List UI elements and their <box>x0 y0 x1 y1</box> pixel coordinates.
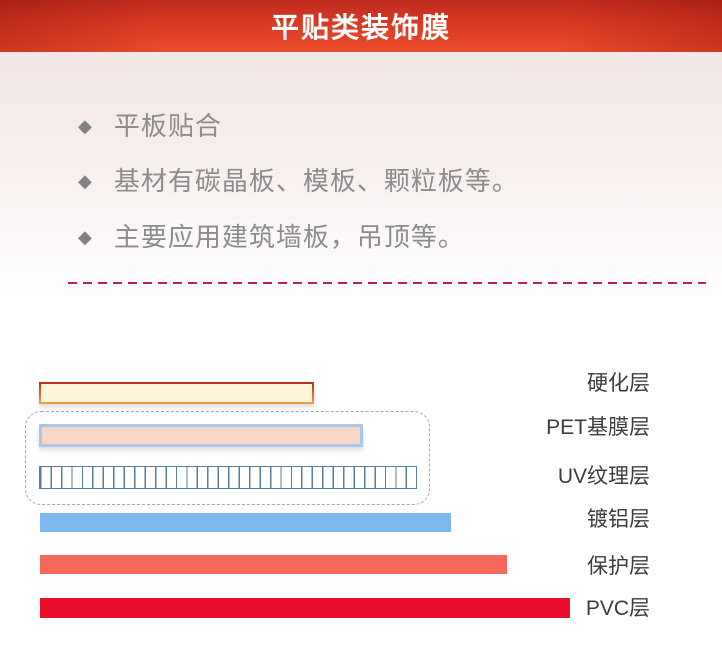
layer-label-pet-base-film: PET基膜层 <box>546 416 650 439</box>
layer-label-aluminum-plating: 镀铝层 <box>587 508 650 531</box>
diamond-bullet-icon: ◆ <box>78 116 92 136</box>
bullet-text: 主要应用建筑墙板，吊顶等。 <box>113 222 465 252</box>
layer-bar-pvc <box>40 598 570 618</box>
bullet-text: 平板贴合 <box>113 111 222 141</box>
diamond-bullet-icon: ◆ <box>78 171 92 191</box>
layer-group-outline <box>25 411 430 505</box>
layer-bar-hardening <box>39 382 314 404</box>
layer-bar-uv-texture <box>39 466 417 489</box>
bullet-item: ◆ 基材有碳晶板、模板、颗粒板等。 <box>78 165 519 197</box>
page-title: 平贴类装饰膜 <box>270 12 451 43</box>
bullet-text: 基材有碳晶板、模板、颗粒板等。 <box>113 166 519 196</box>
layer-bar-pet-base-film <box>39 424 363 447</box>
header-banner: 平贴类装饰膜 <box>0 0 722 52</box>
background-wash <box>0 52 722 302</box>
layer-bar-aluminum-plating <box>40 513 451 532</box>
layer-label-pvc: PVC层 <box>585 597 650 620</box>
layer-label-hardening: 硬化层 <box>587 372 650 395</box>
diamond-bullet-icon: ◆ <box>78 227 92 247</box>
dashed-divider <box>68 282 706 284</box>
layer-label-protective: 保护层 <box>587 555 650 578</box>
bullet-item: ◆ 平板贴合 <box>78 110 222 142</box>
bullet-item: ◆ 主要应用建筑墙板，吊顶等。 <box>78 221 465 253</box>
layer-label-uv-texture: UV纹理层 <box>557 465 650 488</box>
layer-bar-protective <box>40 555 507 574</box>
